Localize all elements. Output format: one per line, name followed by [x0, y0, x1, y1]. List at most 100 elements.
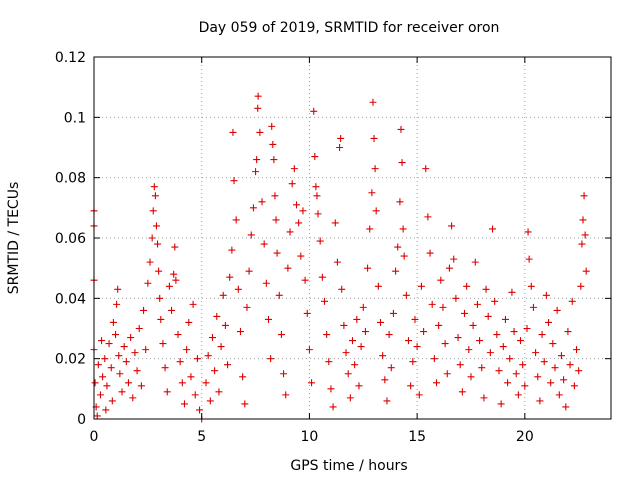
data-point [435, 321, 443, 329]
data-point [135, 325, 143, 332]
data-point [226, 273, 234, 281]
data-point [353, 315, 361, 323]
y-tick-label: 0.02 [55, 352, 86, 368]
data-point [461, 309, 469, 317]
data-point [159, 340, 167, 348]
data-point [524, 228, 532, 236]
data-point [273, 249, 281, 257]
data-point [374, 282, 382, 290]
data-point [344, 370, 352, 378]
data-point [254, 104, 262, 112]
data-point [272, 216, 280, 224]
data-point [183, 346, 191, 354]
data-point [131, 349, 139, 357]
data-point [299, 207, 307, 215]
data-point [560, 376, 568, 384]
data-point [381, 376, 389, 384]
data-point [566, 361, 574, 369]
data-point [495, 367, 503, 375]
data-point [504, 379, 512, 387]
data-point [582, 267, 590, 275]
data-point [146, 258, 154, 266]
data-point [377, 318, 385, 326]
data-point [493, 331, 501, 339]
data-point [295, 219, 303, 227]
data-point [383, 397, 391, 405]
data-point [415, 391, 423, 399]
data-point [120, 343, 128, 351]
data-points [90, 92, 590, 423]
data-point [506, 355, 514, 363]
data-point [397, 125, 405, 133]
data-point [148, 234, 156, 242]
data-point [394, 243, 402, 251]
data-point [333, 258, 341, 266]
data-point [311, 153, 319, 161]
data-point [249, 204, 257, 212]
data-point [163, 388, 171, 396]
data-point [267, 355, 275, 363]
data-point [245, 267, 253, 275]
data-point [142, 346, 150, 354]
data-point [137, 382, 145, 390]
data-point [417, 282, 425, 290]
data-point [213, 312, 221, 320]
data-point [176, 358, 184, 366]
data-point [155, 267, 163, 275]
data-point [172, 276, 180, 284]
data-point [389, 309, 397, 317]
data-point [463, 282, 471, 290]
data-point [473, 300, 481, 308]
data-point [193, 355, 201, 363]
data-point [433, 379, 441, 387]
data-point [252, 168, 260, 176]
data-point [118, 388, 126, 396]
data-point [519, 361, 527, 369]
data-point [405, 337, 413, 345]
data-point [254, 92, 262, 100]
data-point [369, 98, 377, 106]
data-point [316, 237, 324, 245]
data-point [217, 343, 225, 351]
data-point [191, 391, 199, 399]
data-point [489, 225, 497, 233]
data-point [399, 225, 407, 233]
y-tick-label: 0.12 [55, 50, 86, 66]
data-point [424, 213, 432, 221]
data-point [409, 358, 417, 366]
data-point [229, 128, 237, 136]
data-point [156, 294, 164, 302]
data-point [407, 382, 415, 390]
data-point [221, 321, 229, 329]
data-point [99, 373, 107, 381]
data-point [361, 328, 369, 336]
data-point [484, 312, 492, 320]
chart-title: Day 059 of 2019, SRMTID for receiver oro… [199, 20, 500, 36]
data-point [268, 122, 276, 130]
grid [94, 57, 611, 419]
data-point [480, 394, 488, 402]
data-point [371, 165, 379, 173]
data-point [305, 346, 313, 354]
y-tick-label: 0.06 [55, 231, 86, 247]
data-point [510, 328, 518, 336]
data-point [545, 318, 553, 326]
data-point [355, 382, 363, 390]
data-point [269, 140, 277, 148]
data-point [312, 183, 320, 191]
data-point [320, 297, 328, 305]
data-point [113, 300, 121, 308]
data-point [91, 379, 99, 387]
data-point [368, 189, 376, 197]
data-point [96, 391, 104, 399]
data-point [450, 255, 458, 263]
data-point [318, 273, 326, 281]
data-point [256, 128, 264, 136]
data-point [527, 282, 535, 290]
x-tick-label: 10 [301, 429, 319, 445]
data-point [161, 364, 169, 372]
data-point [514, 391, 522, 399]
data-point [542, 291, 550, 299]
tick-labels: 0 0.02 0.04 0.06 0.08 0.1 0.12 0 5 10 15 20 [55, 50, 534, 445]
data-point [327, 385, 335, 393]
